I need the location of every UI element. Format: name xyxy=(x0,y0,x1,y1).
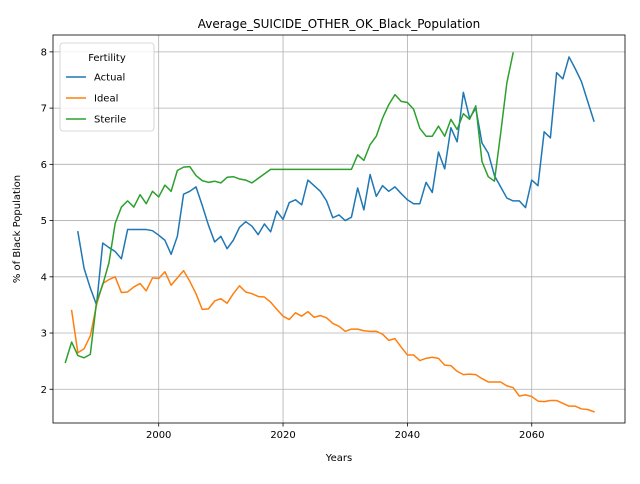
legend-box xyxy=(59,42,155,132)
y-tick-label: 2 xyxy=(41,385,47,396)
axis-ticks: 2000 2020 2040 2060 2 3 4 5 6 7 8 xyxy=(41,47,545,441)
legend-title: Fertility xyxy=(88,53,126,64)
legend-label-sterile: Sterile xyxy=(94,115,126,126)
series-line-sterile xyxy=(64,52,514,364)
series-line-actual xyxy=(77,56,595,306)
y-tick-label: 8 xyxy=(41,47,47,58)
legend-label-actual: Actual xyxy=(94,73,125,84)
x-tick-label: 2060 xyxy=(519,430,544,441)
y-tick-label: 6 xyxy=(41,160,47,171)
x-tick-label: 2000 xyxy=(146,430,171,441)
x-tick-label: 2040 xyxy=(395,430,420,441)
series-lines xyxy=(64,52,595,413)
y-axis-label: % of Black Population xyxy=(12,175,23,283)
x-tick-label: 2020 xyxy=(270,430,295,441)
series-line-ideal xyxy=(70,269,595,413)
legend-entries: Actual Ideal Sterile xyxy=(66,73,126,126)
chart-title: Average_SUICIDE_OTHER_OK_Black_Populatio… xyxy=(198,17,481,31)
x-axis-label: Years xyxy=(325,453,352,464)
y-tick-label: 4 xyxy=(41,272,47,283)
plot-frame xyxy=(52,34,626,424)
y-tick-label: 3 xyxy=(41,329,47,340)
grid xyxy=(53,35,625,423)
y-tick-label: 7 xyxy=(41,104,47,115)
legend: Fertility Actual Ideal Sterile xyxy=(59,42,155,132)
legend-label-ideal: Ideal xyxy=(94,94,118,105)
y-tick-label: 5 xyxy=(41,216,47,227)
